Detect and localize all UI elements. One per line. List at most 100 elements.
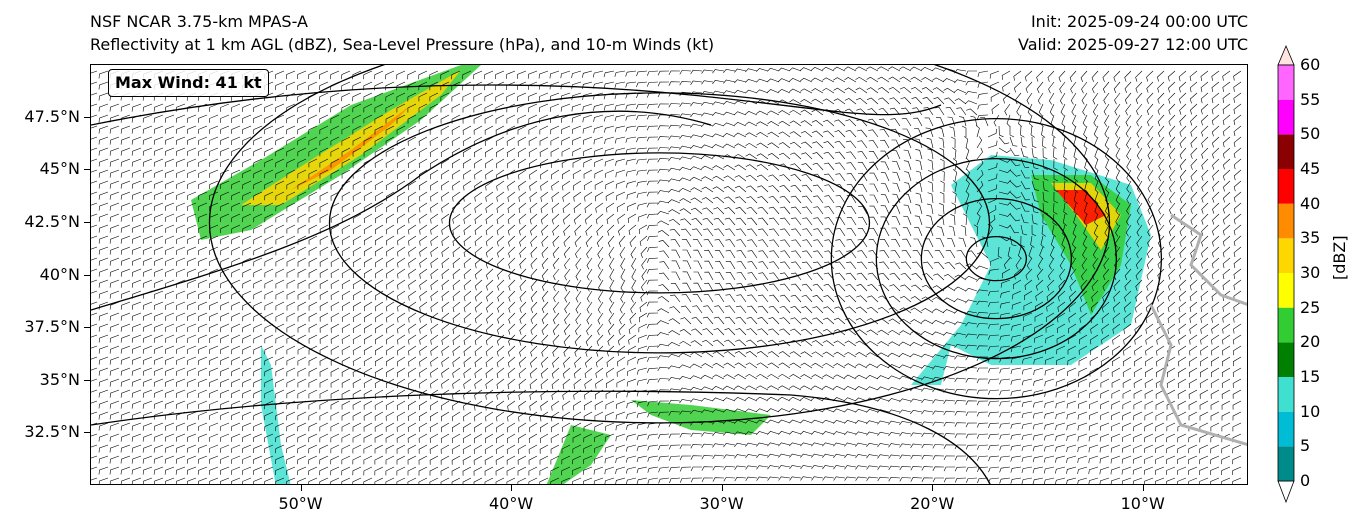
wind-barb bbox=[927, 148, 934, 160]
wind-barb bbox=[484, 114, 494, 124]
wind-barb bbox=[866, 97, 879, 105]
wind-barb bbox=[408, 345, 417, 356]
wind-barb bbox=[1166, 411, 1176, 421]
wind-barb bbox=[550, 136, 560, 146]
wind-barb bbox=[1031, 191, 1039, 202]
wind-barb bbox=[583, 147, 593, 157]
wind-barb bbox=[486, 312, 494, 324]
wind-barb bbox=[1009, 169, 1021, 177]
wind-barb bbox=[1222, 70, 1231, 81]
wind-barb bbox=[430, 323, 439, 334]
wind-barb bbox=[856, 284, 868, 292]
wind-barb bbox=[275, 180, 285, 190]
wind-barb bbox=[496, 389, 505, 400]
wind-barb bbox=[657, 411, 670, 417]
wind-barb bbox=[647, 477, 659, 484]
wind-barb bbox=[892, 193, 901, 204]
wind-barb bbox=[1178, 334, 1187, 345]
wind-barb bbox=[264, 301, 274, 311]
wind-barb bbox=[966, 108, 978, 116]
wind-barb bbox=[1147, 136, 1154, 149]
wind-barb bbox=[363, 466, 373, 476]
wind-barb bbox=[998, 125, 1004, 138]
wind-barb bbox=[231, 158, 241, 168]
wind-barb bbox=[341, 147, 351, 157]
wind-barb bbox=[1111, 367, 1121, 377]
wind-barb bbox=[451, 477, 461, 484]
lon-tick bbox=[511, 485, 513, 491]
wind-barb bbox=[253, 334, 263, 344]
wind-barb bbox=[921, 87, 934, 94]
wind-barb bbox=[1155, 389, 1165, 399]
wind-barb bbox=[231, 147, 241, 157]
wind-barb bbox=[197, 466, 208, 475]
wind-barb bbox=[386, 257, 395, 268]
wind-barb bbox=[429, 444, 439, 454]
wind-barb bbox=[701, 197, 714, 204]
wind-barb bbox=[657, 220, 670, 226]
wind-barb bbox=[745, 351, 758, 358]
wind-barb bbox=[617, 213, 626, 224]
wind-barb bbox=[658, 455, 670, 462]
wind-barb bbox=[497, 279, 505, 291]
wind-barb bbox=[822, 465, 835, 470]
wind-barb bbox=[595, 202, 604, 213]
wind-barb bbox=[944, 261, 956, 270]
wind-barb bbox=[352, 147, 362, 157]
wind-barb bbox=[441, 257, 450, 268]
wind-barb bbox=[1003, 92, 1011, 104]
wind-barb bbox=[385, 92, 395, 102]
wind-barb bbox=[495, 444, 505, 454]
wind-barb bbox=[1179, 103, 1187, 115]
wind-barb bbox=[451, 103, 461, 113]
wind-barb bbox=[596, 345, 604, 357]
wind-barb bbox=[430, 356, 439, 367]
wind-barb bbox=[604, 136, 615, 144]
wind-barb bbox=[153, 400, 164, 409]
wind-barb bbox=[659, 272, 670, 281]
wind-barb bbox=[867, 118, 879, 127]
wind-barb bbox=[723, 397, 736, 402]
wind-barb bbox=[164, 158, 175, 167]
wind-barb bbox=[363, 136, 373, 146]
wind-barb bbox=[879, 250, 890, 259]
wind-barb bbox=[242, 433, 252, 443]
wind-barb bbox=[679, 329, 692, 336]
wind-barb bbox=[164, 455, 175, 464]
colorbar-tick-label: 50 bbox=[1300, 124, 1321, 144]
wind-barb bbox=[586, 268, 593, 281]
wind-barb bbox=[988, 400, 1000, 406]
wind-barb bbox=[702, 328, 714, 336]
wind-barb bbox=[164, 114, 175, 123]
wind-barb bbox=[606, 345, 615, 357]
wind-barb bbox=[91, 367, 98, 371]
wind-barb bbox=[1136, 202, 1143, 215]
wind-barb bbox=[164, 103, 175, 112]
wind-barb bbox=[712, 339, 725, 347]
wind-barb bbox=[956, 250, 967, 259]
wind-barb bbox=[767, 453, 780, 458]
wind-barb bbox=[943, 366, 956, 371]
wind-barb bbox=[231, 433, 241, 442]
wind-barb bbox=[1100, 367, 1110, 377]
wind-barb bbox=[385, 367, 395, 378]
wind-barb bbox=[286, 334, 296, 344]
wind-barb bbox=[583, 411, 593, 421]
wind-barb bbox=[220, 411, 230, 420]
wind-barb bbox=[463, 257, 472, 269]
wind-barb bbox=[592, 70, 604, 78]
wind-barb bbox=[1177, 400, 1187, 410]
wind-barb bbox=[564, 268, 571, 281]
wind-barb bbox=[231, 334, 241, 344]
wind-barb bbox=[286, 180, 296, 190]
wind-barb bbox=[264, 136, 274, 146]
wind-barb bbox=[866, 375, 879, 380]
wind-barb bbox=[734, 374, 747, 380]
wind-barb bbox=[462, 466, 472, 476]
wind-barb bbox=[242, 323, 252, 333]
wind-barb bbox=[1115, 191, 1121, 204]
wind-barb bbox=[835, 173, 846, 182]
wind-barb bbox=[954, 377, 967, 383]
wind-barb bbox=[374, 444, 384, 454]
wind-barb bbox=[734, 362, 747, 369]
